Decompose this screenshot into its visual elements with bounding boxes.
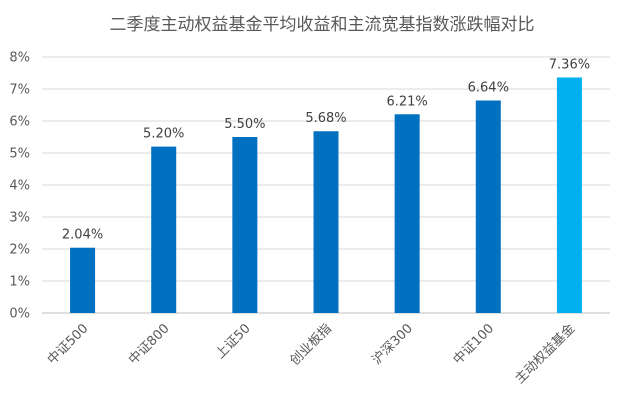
bar [151,146,177,313]
data-labels: 2.04% 5.20% 5.50% 5.68% 6.21% 6.64% 7.36% [62,57,590,242]
y-tick-label: 7% [9,83,30,98]
x-axis-ticks: 中证500 中证800 上证50 创业板指 沪深300 中证100 主动权益基金 [45,321,578,387]
y-tick-label: 8% [9,51,30,66]
y-tick-label: 5% [9,147,30,162]
bar [475,100,501,314]
bar [394,114,420,313]
y-tick-label: 6% [9,115,30,130]
data-label: 6.64% [468,81,509,96]
x-tick-label: 中证800 [126,321,173,368]
bar [556,77,582,313]
y-axis-ticks: 0% 1% 2% 3% 4% 5% 6% 7% 8% [9,51,30,322]
bar [70,247,96,313]
x-tick-label: 创业板指 [287,321,334,368]
x-tick-label: 上证50 [213,321,254,362]
data-label: 5.50% [224,117,265,132]
bars [70,77,582,314]
x-tick-label: 中证100 [451,321,498,368]
y-tick-label: 3% [9,211,30,226]
y-tick-label: 1% [9,275,30,290]
x-tick-label: 中证500 [45,321,92,368]
x-tick-label: 主动权益基金 [512,321,578,387]
y-tick-label: 4% [9,179,30,194]
data-label: 2.04% [62,228,103,243]
data-label: 7.36% [549,57,590,72]
data-label: 5.68% [305,111,346,126]
bar [313,131,339,313]
data-label: 5.20% [143,127,184,142]
y-tick-label: 2% [9,243,30,258]
chart-title: 二季度主动权益基金平均收益和主流宽基指数涨跌幅对比 [110,15,535,35]
x-tick-label: 沪深300 [369,321,416,368]
y-tick-label: 0% [9,307,30,322]
bar [232,137,258,313]
data-label: 6.21% [386,94,427,109]
